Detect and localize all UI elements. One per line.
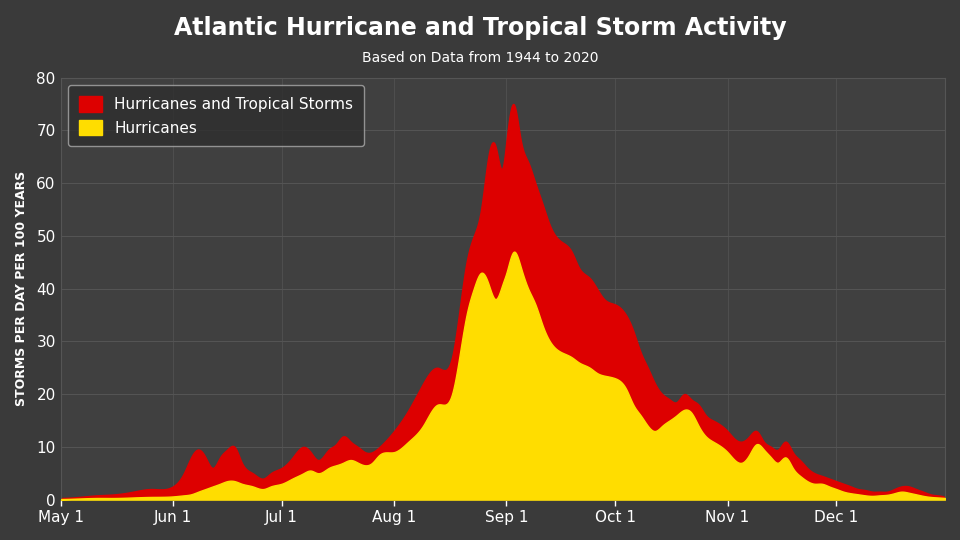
Text: Atlantic Hurricane and Tropical Storm Activity: Atlantic Hurricane and Tropical Storm Ac… xyxy=(174,16,786,40)
Y-axis label: STORMS PER DAY PER 100 YEARS: STORMS PER DAY PER 100 YEARS xyxy=(15,171,28,406)
Text: Based on Data from 1944 to 2020: Based on Data from 1944 to 2020 xyxy=(362,51,598,65)
Legend: Hurricanes and Tropical Storms, Hurricanes: Hurricanes and Tropical Storms, Hurrican… xyxy=(68,85,364,146)
